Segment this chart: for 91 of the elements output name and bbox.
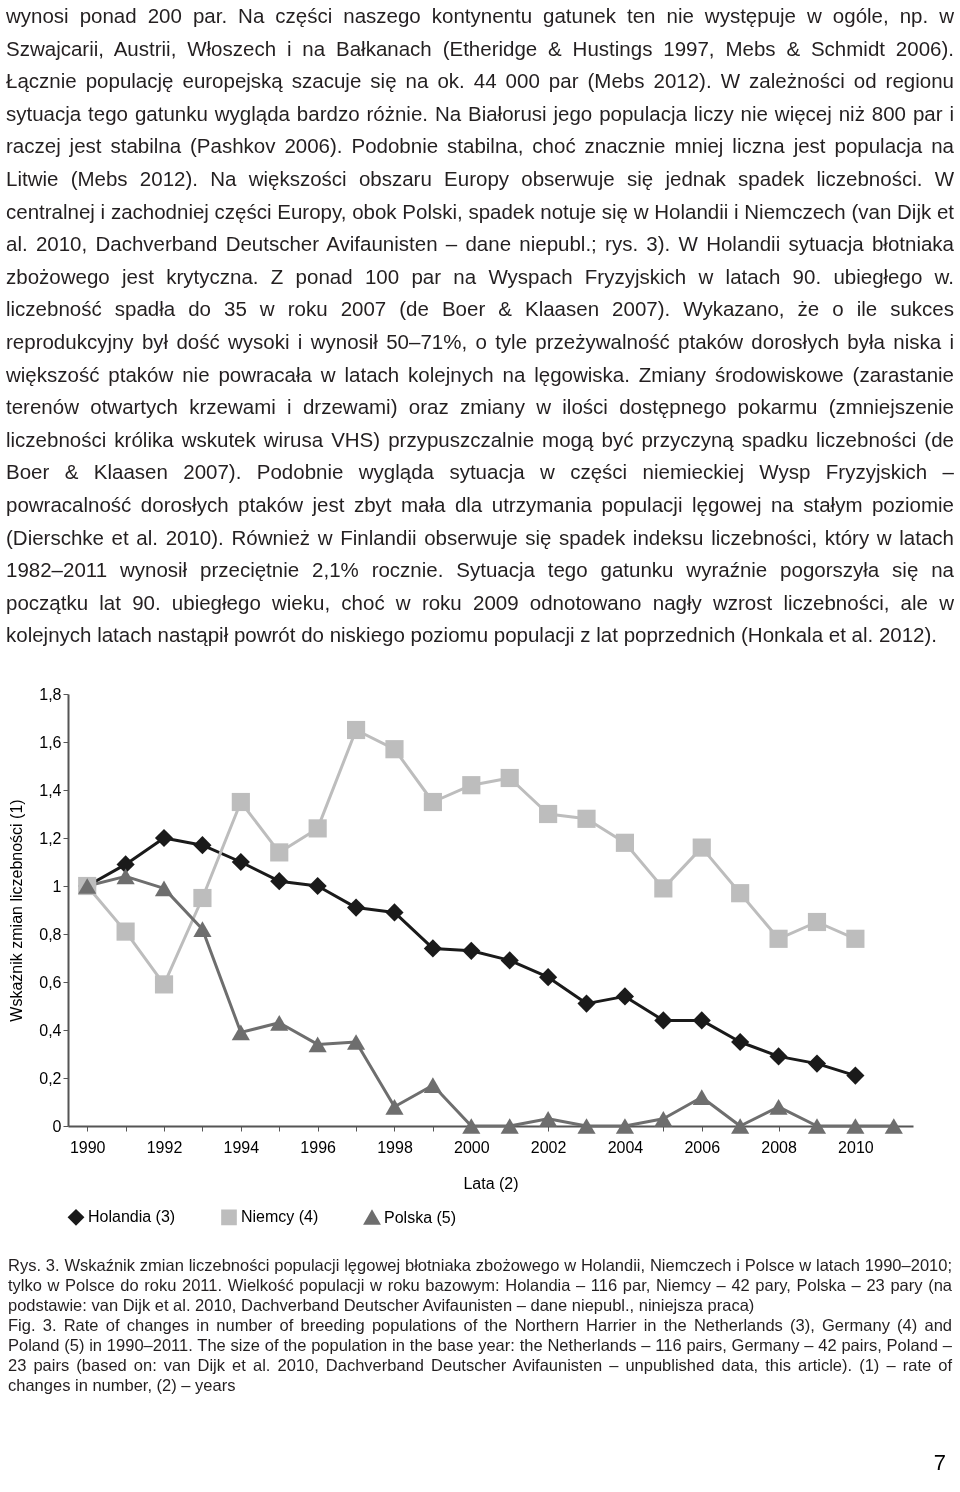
point [807,1118,827,1134]
point [769,929,788,948]
point [731,884,750,903]
y-tick-label: 0 [52,1117,62,1135]
point [692,1089,711,1106]
point [807,912,827,932]
point [346,1034,366,1050]
point [270,843,289,862]
x-tick-label: 1998 [377,1138,413,1156]
point [654,1110,673,1127]
point [346,898,366,917]
x-tick-label: 1994 [223,1138,260,1156]
y-tick-label: 1,8 [39,685,62,703]
point [846,1066,865,1085]
y-tick-label: 1,6 [39,733,62,751]
point [731,1118,750,1134]
y-tick-label: 1,4 [39,781,62,799]
point [462,941,481,960]
point [539,968,558,987]
x-tick-label: 1992 [146,1138,183,1156]
caption: Fig. 3. Rate of changes in number of breeding populations of the Northern Harrier in the Netherlands (3), Germany (4) and Poland (5) in 1990–2011. The size of the population in the base year: the Netherlands – 116 pairs, Germany – 42 pairs, Poland – 23 pairs (based on: van Dijk et al. 2010, Dachverband Deutscher Avifaunisten – unpublished data, this article). (1) – rate of changes in number, (2) – years [7,1315,953,1395]
x-tick-label: 2006 [684,1138,721,1156]
text: wynosi ponad 200 par. Na części naszego kontynentu gatunek ten nie występuje w ogóle, np. w Szwajcarii, Austrii, Włoszech i na Bałkanach (Etheridge & Hustings 1997, Mebs & Schmidt 2006). Łącznie populację europejską szacuje się na ok. 44 000 par (Mebs 2012). W zależności od regionu sytuacja tego gatunku wygląda bardzo różnie. Na Białorusi jego populacja liczy nie więcej niż 800 par i raczej jest stabilna (Pashkov 2006). Podobnie stabilna, choć znacznie mniej liczna jest populacja na Litwie (Mebs 2012). Na większości obszaru Europy obserwuje się jednak spadek liczebności. W centralnej i zachodniej części Europy, obok Polski, spadek notuje się w Holandii i Niemczech (van Dijk et al. 2010, Dachverband Deutscher Avifaunisten – dane niepubl.; rys. 3). W Holandii sytuacja błotniaka zbożowego jest krytyczna. Z ponad 100 par na Wyspach Fryzyjskich w latach 90. ubiegłego w. liczebność spadła do 35 w roku 2007 (de Boer & Klaasen 2007). Wykazano, że o ile sukces reprodukcyjny był dość wysoki i wynosił 50–71%, o tyle przeżywalność ptaków dorosłych była niska i większość ptaków nie powracała w latach kolejnych na lęgowiska. Zmiany środowiskowe (zarastanie terenów otwartych krzewami i drzewami) oraz zmiany w ilości dostępnego pokarmu (zmniejszenie liczebności królika wskutek wirusa VHS) przypuszczalnie mogą być przyczyną spadku liczebności (de Boer & Klaasen 2007). Podobnie wygląda sytuacja w części niemieckiej Wysp Fryzyjskich – powracalność dorosłych ptaków jest zbyt mała dla utrzymania populacji lęgowej na stałym poziomie (Dierschke et al. 2010). Również w Finlandii obserwuje się spadek indeksu liczebności, który w latach 1982–2011 wynosił przeciętnie 2,1% rocznie. Sytuacja tego gatunku wyraźnie pogorszyła się na początku lat 90. ubiegłego wieku, choć w roku 2009 odnotowano nagły wzrost liczebności, ale w kolejnych latach nastąpił powrót do niskiego poziomu populacji z lat poprzednich (Honkala et al. 2012). [6,4,954,647]
x-tick-label: 2004 [607,1138,644,1156]
x-tick-label: 1996 [300,1138,337,1156]
point [154,880,174,897]
point [116,922,135,941]
legend-label: Holandia (3) [88,1208,176,1226]
point [577,1118,596,1134]
point [385,740,404,759]
point [769,1047,788,1066]
x-tick-label: 2010 [838,1138,874,1156]
point [884,1118,903,1134]
y-tick-label: 1 [52,877,62,895]
point [423,1077,442,1094]
point [116,855,135,874]
point [308,876,327,896]
point [308,819,327,838]
legend-label: Polska (5) [384,1208,457,1226]
point [539,804,558,824]
text: Rys. 3. Wskaźnik zmian liczebności populacji lęgowej błotniaka zbożowego w Holandii, Niemczech i Polsce w latach 1990–2010; tylko w Polsce do roku 2011. Wielkość populacji w roku bazowym: Holandia – 116 par, Niemcy – 42 pary, Polska – 23 pary (na podstawie: van Dijk et al. 2010, Dachverband Deutscher Avifaunisten – dane niepubl., niniejsza praca) [7,1255,953,1315]
point [154,828,174,848]
point [615,1118,635,1134]
point [846,1118,865,1134]
point [807,1054,827,1073]
legend-label: Niemcy (4) [241,1208,319,1226]
point [193,836,212,855]
y-tick-label: 0,8 [39,925,62,943]
point [462,776,481,795]
point [654,879,673,898]
y-tick-label: 1,2 [39,829,62,847]
point [308,1036,327,1053]
x-tick-label: 2000 [454,1138,490,1156]
point [654,1011,673,1030]
point [154,975,174,994]
point [539,1110,558,1127]
point [692,838,711,857]
point [346,720,366,740]
point [500,1118,519,1134]
point [615,987,635,1006]
point [692,1011,711,1030]
point [385,903,404,922]
point [423,792,442,812]
x-tick-label: 2008 [761,1138,797,1156]
point [615,833,635,852]
point [731,1032,750,1052]
x-tick-label: 1990 [69,1138,106,1156]
x-tick-label: 2002 [530,1138,567,1156]
point [193,888,212,908]
point [423,939,442,958]
text: 7 [932,1449,947,1476]
point [270,1014,289,1031]
point [846,929,865,948]
point [270,872,289,891]
y-axis-title: Wskaźnik zmian liczebności (1) [8,799,26,1022]
point [500,768,519,788]
point [116,868,135,885]
point [500,951,519,970]
point [769,1098,788,1115]
point [577,809,596,828]
point [385,1098,404,1115]
point [231,1024,250,1041]
point [193,921,212,938]
point [231,792,250,812]
point [462,1118,481,1134]
x-axis-title: Lata (2) [463,1174,519,1192]
y-tick-label: 0,4 [39,1021,62,1039]
point [231,852,250,872]
point [577,994,596,1013]
y-tick-label: 0,2 [39,1069,62,1087]
y-tick-label: 0,6 [39,973,62,991]
